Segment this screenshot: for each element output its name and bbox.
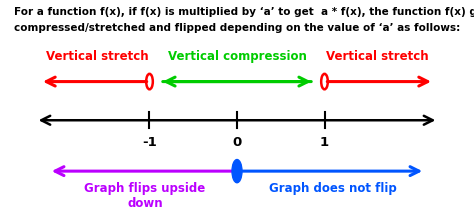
Text: Graph does not flip: Graph does not flip [269,182,397,195]
Text: Vertical stretch: Vertical stretch [326,50,428,63]
Text: Graph flips upside
down: Graph flips upside down [84,182,206,210]
Text: For a function f(x), if f(x) is multiplied by ‘a’ to get  a * f(x), the function: For a function f(x), if f(x) is multipli… [14,7,474,17]
Text: compressed/stretched and flipped depending on the value of ‘a’ as follows:: compressed/stretched and flipped dependi… [14,22,460,33]
Circle shape [232,159,242,183]
Text: 0: 0 [232,135,242,149]
Text: -1: -1 [142,135,157,149]
Text: Vertical compression: Vertical compression [168,50,306,63]
Text: 1: 1 [320,135,329,149]
Text: Vertical stretch: Vertical stretch [46,50,148,63]
